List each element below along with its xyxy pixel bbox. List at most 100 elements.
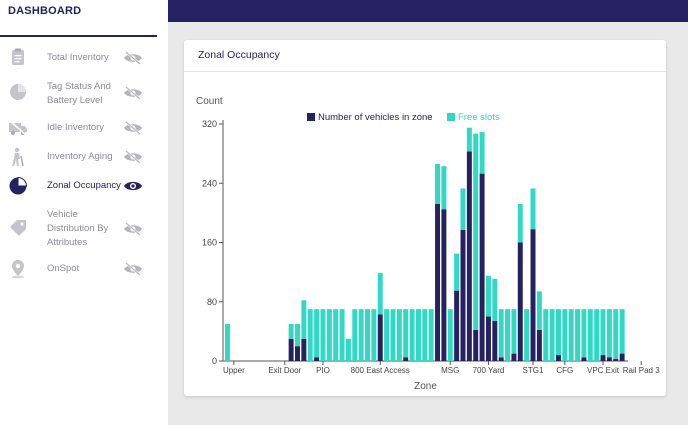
bar-free-slots	[326, 309, 332, 361]
bar-free-slots	[568, 309, 574, 361]
bar-free-slots	[492, 278, 498, 322]
sidebar-item-vehicle-distribution[interactable]: Vehicle Distribution By Attributes	[0, 208, 168, 250]
bar-vehicles	[454, 290, 460, 361]
bar-free-slots	[365, 309, 370, 361]
legend-swatch-free	[447, 113, 455, 121]
x-tick-label: Exit Door	[268, 366, 301, 375]
bar-vehicles	[485, 316, 491, 361]
bar-free-slots	[555, 309, 561, 356]
eye-slash-icon[interactable]	[123, 121, 143, 135]
bar-free-slots	[530, 188, 536, 230]
bar-vehicles	[619, 353, 625, 361]
bar-free-slots	[619, 309, 625, 354]
bar-free-slots	[377, 272, 383, 315]
bar-vehicles	[517, 242, 523, 361]
bar-free-slots	[288, 323, 294, 339]
bar-vehicles	[377, 314, 383, 361]
bar-free-slots	[575, 309, 581, 361]
bar-free-slots	[428, 309, 434, 361]
bar-vehicles	[441, 209, 447, 361]
sidebar-item-onspot[interactable]: OnSpot	[0, 259, 168, 281]
pie-chart-icon	[10, 84, 26, 100]
bar-free-slots	[396, 309, 402, 361]
bar-free-slots	[358, 309, 364, 361]
bar-free-slots	[587, 309, 593, 361]
bar-vehicles	[473, 329, 479, 361]
bar-free-slots	[447, 309, 453, 361]
sidebar-item-zonal-occupancy[interactable]: Zonal Occupancy	[0, 176, 168, 198]
eye-slash-icon[interactable]	[123, 150, 143, 164]
bar-free-slots	[409, 309, 415, 361]
sidebar-item-label: Idle Inventory	[47, 122, 105, 133]
bar-vehicles	[479, 173, 485, 361]
bar-free-slots	[422, 309, 428, 361]
bar-free-slots	[333, 309, 339, 361]
brand-title[interactable]: DASHBOARD	[8, 5, 82, 17]
bar-vehicles	[466, 151, 472, 361]
bar-free-slots	[600, 309, 606, 356]
x-tick-label: MSG	[441, 366, 459, 375]
eye-slash-icon[interactable]	[123, 222, 143, 236]
sidebar-item-tag-status[interactable]: Tag Status And Battery Level	[0, 80, 168, 110]
bar-vehicles	[295, 346, 300, 361]
x-tick-label: 800 East Access	[351, 366, 410, 375]
bar-vehicles	[288, 338, 294, 361]
bar-free-slots	[339, 309, 345, 361]
eye-slash-icon[interactable]	[123, 86, 143, 100]
sidebar-item-label: Total Inventory	[47, 52, 109, 63]
x-tick-label: Upper	[223, 366, 245, 375]
x-tick-label: VPC Exit	[587, 366, 620, 375]
bar-free-slots	[454, 253, 460, 291]
bar-vehicles	[555, 355, 561, 361]
idle-truck-icon	[9, 120, 27, 136]
bar-free-slots	[549, 309, 555, 361]
eye-slash-icon[interactable]	[123, 262, 143, 276]
bar-vehicles	[403, 357, 409, 361]
bar-vehicles	[536, 329, 542, 361]
bar-vehicles	[581, 357, 587, 361]
bar-free-slots	[390, 309, 396, 361]
bar-free-slots	[498, 309, 504, 358]
bar-free-slots	[225, 323, 230, 361]
zonal-pie-icon	[9, 176, 28, 195]
y-axis-label: Count	[196, 96, 223, 107]
card-divider	[184, 71, 666, 72]
top-bar	[168, 0, 688, 22]
sidebar-item-total-inventory[interactable]: Total Inventory	[0, 47, 168, 71]
bar-free-slots	[562, 309, 568, 361]
bar-free-slots	[581, 309, 587, 358]
eye-slash-icon[interactable]	[123, 51, 143, 65]
bar-free-slots	[594, 309, 600, 361]
zonal-occupancy-card: Zonal Occupancy Count Number of vehicles …	[184, 40, 666, 396]
eye-icon[interactable]	[123, 179, 143, 193]
bar-free-slots	[485, 275, 491, 317]
sidebar-item-idle-inventory[interactable]: Idle Inventory	[0, 118, 168, 140]
bar-free-slots	[505, 309, 511, 361]
tag-icon	[10, 220, 26, 236]
x-tick-label: Rail Pad 3	[623, 366, 660, 375]
legend-label-vehicles: Number of vehicles in zone	[318, 112, 433, 123]
bar-vehicles	[530, 229, 536, 361]
location-pin-icon	[12, 260, 24, 279]
zonal-occupancy-chart: Count Number of vehicles in zone Free slot…	[196, 96, 660, 392]
bar-vehicles	[460, 229, 466, 361]
x-tick-label: CFG	[556, 366, 573, 375]
bar-free-slots	[543, 309, 549, 361]
bar-vehicles	[435, 203, 441, 361]
bar-free-slots	[460, 188, 466, 230]
bar-vehicles	[498, 357, 504, 361]
bar-free-slots	[466, 127, 472, 152]
bar-free-slots	[441, 166, 447, 210]
brand-divider	[0, 35, 157, 37]
bar-free-slots	[613, 309, 619, 359]
y-tick-label: 80	[207, 297, 217, 307]
x-axis-label: Zone	[414, 381, 437, 392]
bar-free-slots	[295, 323, 300, 347]
sidebar-item-inventory-aging[interactable]: Inventory Aging	[0, 147, 168, 169]
bar-free-slots	[517, 203, 523, 243]
bar-vehicles	[492, 321, 498, 361]
bar-vehicles	[600, 355, 606, 361]
sidebar-item-label: Inventory Aging	[47, 151, 113, 162]
bar-free-slots	[371, 309, 377, 361]
bar-free-slots	[314, 309, 320, 358]
